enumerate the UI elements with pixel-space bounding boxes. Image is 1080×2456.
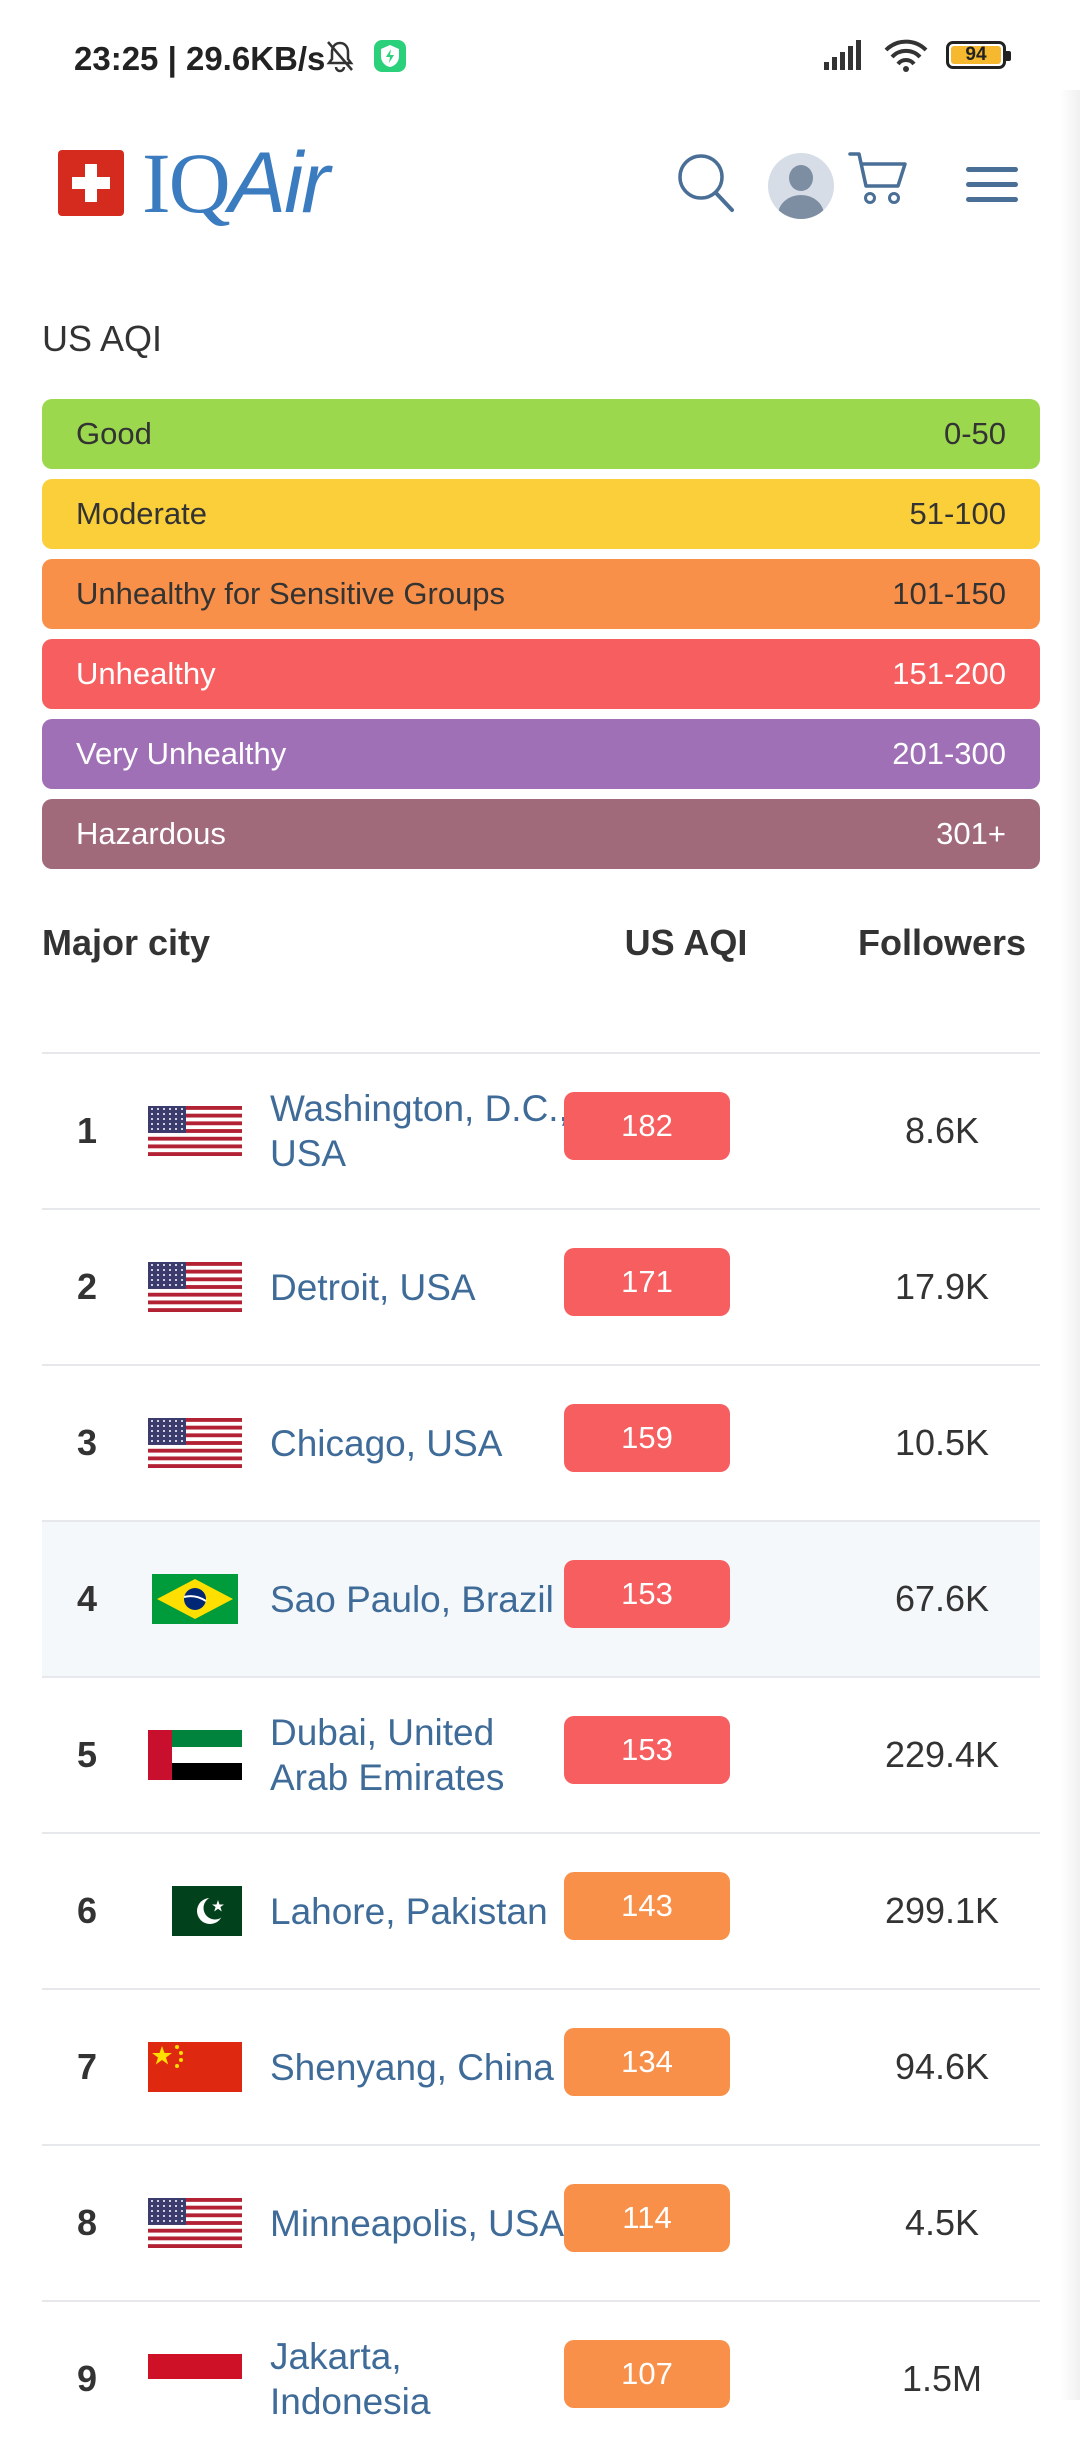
logo-text: IQAir (142, 135, 330, 231)
aqi-badge: 153 (564, 1560, 730, 1628)
city-link[interactable]: Shenyang, China (270, 2046, 554, 2088)
followers-count: 17.9K (894, 1266, 990, 1307)
brazil-flag-icon (152, 1574, 238, 1624)
header-us-aqi: US AQI (624, 922, 748, 963)
aqi-level-label: Unhealthy for Sensitive Groups (76, 576, 506, 611)
aqi-level-range: 0-50 (943, 416, 1006, 451)
rank-number: 7 (76, 2046, 98, 2087)
search-icon[interactable] (676, 152, 736, 216)
aqi-level-range: 51-100 (909, 496, 1006, 531)
aqi-level-label: Good (76, 416, 152, 451)
wifi-icon (884, 39, 928, 72)
rank-number: 3 (76, 1422, 98, 1463)
site-header: IQAir (0, 118, 1060, 268)
china-flag-icon (148, 2042, 242, 2092)
aqi-badge: 114 (564, 2184, 730, 2252)
aqi-badge: 134 (564, 2028, 730, 2096)
city-link[interactable]: Jakarta, Indonesia (270, 2336, 431, 2422)
aqi-level-range: 201-300 (892, 736, 1006, 771)
table-row[interactable]: 9 Jakarta, Indonesia 107 1.5M (42, 2300, 1040, 2456)
cart-icon[interactable] (848, 150, 910, 208)
table-row[interactable]: 6 Lahore, Pakistan 143 299.1K (42, 1832, 1040, 1988)
aqi-legend: Good 0-50 Moderate 51-100 Unhealthy for Sens… (42, 399, 1040, 879)
followers-count: 10.5K (894, 1422, 990, 1463)
aqi-badge: 182 (564, 1092, 730, 1160)
hamburger-menu-icon[interactable] (966, 165, 1018, 205)
aqi-level-range: 151-200 (892, 656, 1006, 691)
uae-flag-icon (148, 1730, 242, 1780)
rank-number: 6 (76, 1890, 98, 1931)
followers-count: 1.5M (901, 2358, 983, 2399)
aqi-badge: 143 (564, 1872, 730, 1940)
status-right-icons: 94 (824, 38, 1011, 72)
city-link[interactable]: Chicago, USA (270, 1422, 503, 1464)
indonesia-flag-icon (148, 2354, 242, 2404)
aqi-level-unhealthy: Unhealthy 151-200 (42, 639, 1040, 709)
rank-number: 8 (76, 2202, 98, 2243)
table-row[interactable]: 1 Washington, D.C., USA 182 8.6K (42, 1052, 1040, 1208)
followers-count: 94.6K (894, 2046, 990, 2087)
followers-count: 4.5K (904, 2202, 980, 2243)
aqi-badge: 107 (564, 2340, 730, 2408)
aqi-level-label: Unhealthy (76, 656, 216, 691)
table-row[interactable]: 5 Dubai, United Arab Emirates 153 229.4K (42, 1676, 1040, 1832)
rank-number: 2 (76, 1266, 98, 1307)
rank-number: 5 (76, 1734, 98, 1775)
battery-level: 94 (965, 44, 987, 65)
aqi-level-unhealthy-for-sensitive-groups: Unhealthy for Sensitive Groups 101-150 (42, 559, 1040, 629)
user-avatar-icon[interactable] (768, 153, 834, 219)
status-time: 23:25 | 29.6KB/s (74, 40, 326, 77)
status-left-icons (322, 38, 408, 74)
aqi-level-moderate: Moderate 51-100 (42, 479, 1040, 549)
header-major-city: Major city (42, 922, 211, 963)
app-notification-icon (374, 40, 406, 72)
table-row[interactable]: 2 Detroit, USA 171 17.9K (42, 1208, 1040, 1364)
usa-flag-icon (148, 1262, 242, 1312)
signal-icon (824, 40, 861, 70)
followers-count: 8.6K (904, 1110, 980, 1151)
followers-count: 299.1K (884, 1890, 1000, 1931)
header-followers: Followers (857, 922, 1027, 963)
city-link[interactable]: Minneapolis, USA (270, 2202, 565, 2244)
table-row[interactable]: 8 Minneapolis, USA 114 4.5K (42, 2144, 1040, 2300)
aqi-level-label: Hazardous (76, 816, 226, 851)
bell-muted-icon (326, 41, 354, 73)
rank-number: 4 (76, 1578, 98, 1619)
swiss-flag-icon (58, 150, 124, 216)
usa-flag-icon (148, 1418, 242, 1468)
aqi-badge: 153 (564, 1716, 730, 1784)
city-link[interactable]: Detroit, USA (270, 1266, 476, 1308)
followers-count: 67.6K (894, 1578, 990, 1619)
aqi-level-hazardous: Hazardous 301+ (42, 799, 1040, 869)
status-bar: 23:25 | 29.6KB/s 94 (0, 0, 1080, 118)
usa-flag-icon (148, 2198, 242, 2248)
city-link[interactable]: Lahore, Pakistan (270, 1890, 548, 1932)
aqi-level-good: Good 0-50 (42, 399, 1040, 469)
table-row[interactable]: 7 Shenyang, China 134 94.6K (42, 1988, 1040, 2144)
table-row[interactable]: 4 Sao Paulo, Brazil 153 67.6K (42, 1520, 1040, 1676)
aqi-level-label: Moderate (76, 496, 207, 531)
aqi-legend-title: US AQI (42, 318, 163, 359)
rank-number: 1 (76, 1110, 98, 1151)
city-link[interactable]: Dubai, United Arab Emirates (270, 1712, 505, 1798)
city-ranking-table: 1 Washington, D.C., USA 182 8.6K 2 Detroit, U… (42, 1052, 1040, 2456)
city-link[interactable]: Sao Paulo, Brazil (270, 1578, 554, 1620)
battery-icon: 94 (946, 41, 1011, 69)
aqi-level-range: 301+ (936, 816, 1006, 851)
table-header: Major city US AQI Followers (42, 900, 1040, 990)
aqi-level-range: 101-150 (892, 576, 1006, 611)
scroll-edge (1060, 90, 1080, 2400)
pakistan-flag-icon (172, 1886, 242, 1936)
aqi-badge: 159 (564, 1404, 730, 1472)
aqi-badge: 171 (564, 1248, 730, 1316)
table-row[interactable]: 3 Chicago, USA 159 10.5K (42, 1364, 1040, 1520)
iqair-logo[interactable]: IQAir (58, 135, 330, 231)
city-link[interactable]: Washington, D.C., USA (270, 1088, 569, 1174)
aqi-level-label: Very Unhealthy (76, 736, 287, 771)
rank-number: 9 (76, 2358, 98, 2399)
followers-count: 229.4K (884, 1734, 1000, 1775)
aqi-level-very-unhealthy: Very Unhealthy 201-300 (42, 719, 1040, 789)
usa-flag-icon (148, 1106, 242, 1156)
